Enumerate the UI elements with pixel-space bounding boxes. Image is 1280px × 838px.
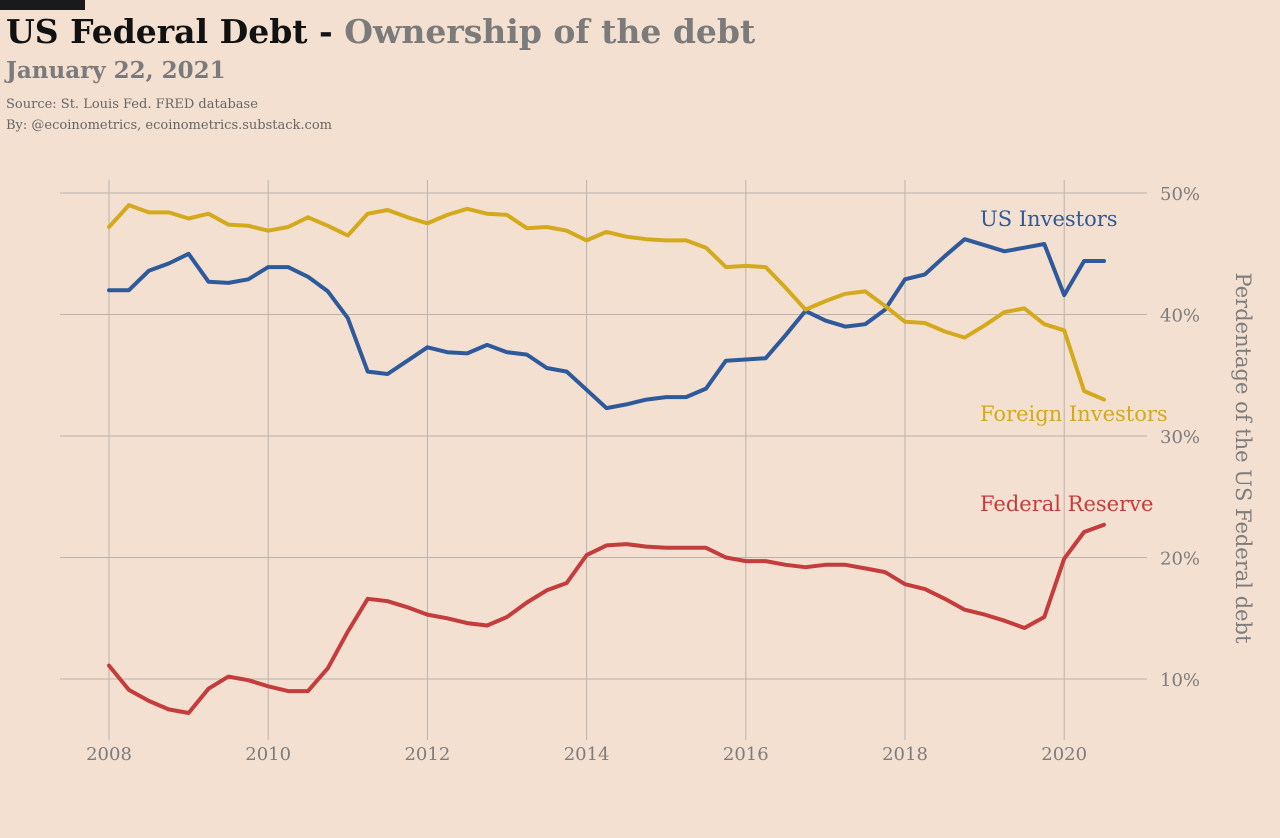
x-tick-label-2016: 2016 [723,744,769,765]
source-note: Source: St. Louis Fed. FRED database [6,97,258,112]
y-axis-title: Perdentage of the US Federal debt [1231,273,1255,644]
series-line-us-investors [107,237,1106,411]
byline-note: By: @ecoinometrics, ecoinometrics.substa… [6,118,332,133]
x-tick-label-2014: 2014 [564,744,610,765]
series-label-federal-reserve: Federal Reserve [980,492,1153,516]
title-main: US Federal Debt - [6,12,333,51]
series-line-foreign-investors [107,203,1106,402]
series-line-federal-reserve [107,522,1106,715]
y-tick-label-10: 10% [1160,670,1200,691]
y-tick-label-40: 40% [1160,306,1200,327]
x-tick-label-2012: 2012 [404,744,450,765]
series-label-foreign-investors: Foreign Investors [980,402,1168,426]
top-accent-bar [0,0,85,10]
title-accent: Ownership of the debt [344,12,756,51]
x-tick-label-2008: 2008 [86,744,132,765]
x-tick-label-2020: 2020 [1041,744,1087,765]
x-tick-label-2018: 2018 [882,744,928,765]
page-title: US Federal Debt - Ownership of the debt [6,12,756,51]
date-subtitle: January 22, 2021 [6,57,226,84]
x-tick-label-2010: 2010 [245,744,291,765]
y-tick-label-20: 20% [1160,549,1200,570]
y-tick-label-50: 50% [1160,184,1200,205]
y-tick-label-30: 30% [1160,427,1200,448]
series-label-us-investors: US Investors [980,207,1118,231]
